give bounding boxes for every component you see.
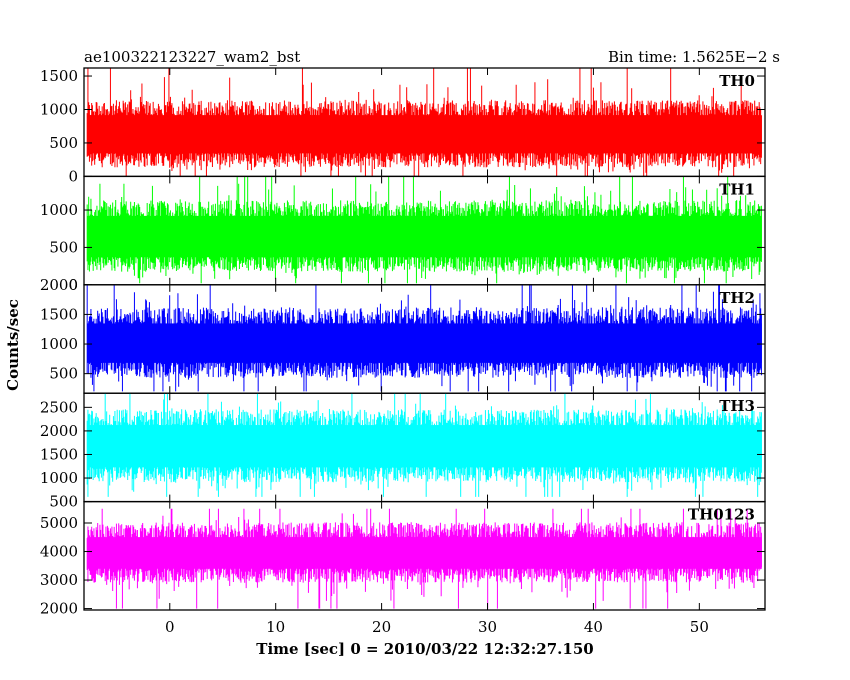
- panel-label-th1: TH1: [719, 180, 755, 198]
- y-tick-label: 500: [49, 365, 78, 383]
- y-tick-label: 1500: [40, 67, 78, 85]
- series-th0: [86, 68, 762, 177]
- y-tick-label: 1000: [40, 335, 78, 353]
- y-tick-label: 500: [49, 134, 78, 152]
- x-tick-label: 0: [165, 618, 175, 636]
- series-th0123: [86, 508, 762, 609]
- x-tick-label: 50: [690, 618, 709, 636]
- panel-label-th2: TH2: [719, 289, 755, 307]
- y-tick-label: 500: [49, 238, 78, 256]
- series-core-th0123: [87, 537, 762, 569]
- series-core-th1: [87, 215, 762, 258]
- panel-frame-th0123: [83, 500, 766, 611]
- series-core-th2: [87, 323, 762, 363]
- y-tick-label: 0: [68, 276, 78, 294]
- y-tick-label: 3000: [40, 571, 78, 589]
- y-tick-label: 4000: [40, 543, 78, 561]
- y-tick-label: 1000: [40, 469, 78, 487]
- y-tick-label: 2500: [40, 398, 78, 416]
- chart-title: ae100322123227_wam2_bst: [84, 48, 300, 66]
- y-axis-label: Counts/sec: [4, 299, 22, 391]
- y-tick-label: 1500: [40, 445, 78, 463]
- panel-label-th0123: TH0123: [688, 506, 755, 524]
- x-axis-label: Time [sec] 0 = 2010/03/22 12:32:27.150: [256, 640, 593, 658]
- series-th3: [86, 393, 762, 497]
- y-tick-label: 1000: [40, 201, 78, 219]
- x-tick-label: 30: [478, 618, 497, 636]
- series-th1: [86, 176, 762, 284]
- y-tick-label: 1000: [40, 100, 78, 118]
- bin-time-label: Bin time: 1.5625E−2 s: [608, 48, 780, 66]
- y-tick-label: 500: [49, 493, 78, 511]
- series-th2: [86, 284, 762, 392]
- y-tick-label: 2000: [40, 600, 78, 618]
- panel-label-th3: TH3: [719, 397, 755, 415]
- x-tick-label: 20: [372, 618, 391, 636]
- y-tick-label: 2000: [40, 422, 78, 440]
- y-tick-label: 0: [68, 167, 78, 185]
- series-core-th3: [87, 425, 762, 468]
- series-core-th0: [87, 115, 762, 154]
- x-tick-label: 10: [266, 618, 285, 636]
- y-tick-label: 5000: [40, 514, 78, 532]
- x-tick-label: 40: [584, 618, 603, 636]
- y-tick-label: 1500: [40, 305, 78, 323]
- panel-label-th0: TH0: [719, 72, 755, 90]
- y-tick-label: 2000: [40, 276, 78, 294]
